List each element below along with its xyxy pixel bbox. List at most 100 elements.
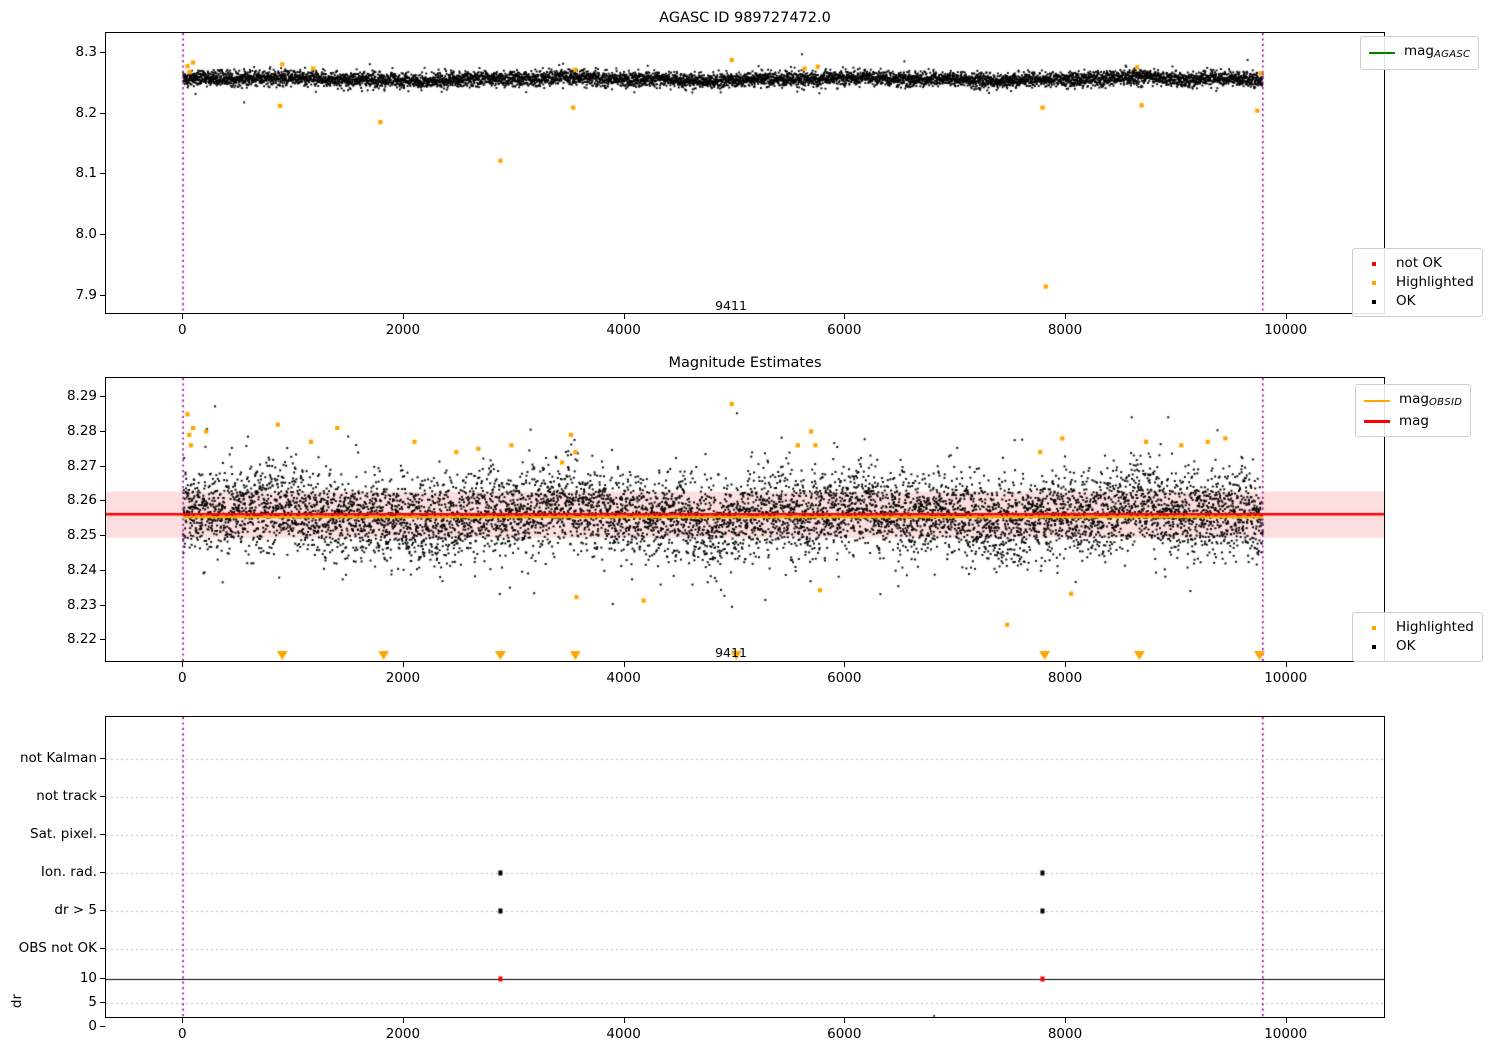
legend-row-not-ok: not OK xyxy=(1361,254,1474,273)
legend-label-highlighted-2: Highlighted xyxy=(1396,619,1474,635)
xtick-mark xyxy=(182,1018,184,1023)
legend-row-mag: mag xyxy=(1364,412,1462,431)
panel2-axes xyxy=(105,377,1385,662)
ytick-mark xyxy=(100,948,105,949)
ytick-mark xyxy=(100,465,105,467)
legend-label-mag-agasc: magAGASC xyxy=(1404,43,1471,60)
panel3-flag-label: dr > 5 xyxy=(54,902,97,918)
ytick-mark xyxy=(100,872,105,873)
legend-label-not-ok: not OK xyxy=(1396,255,1442,271)
highlighted-dot-icon xyxy=(1361,280,1387,285)
ytick-label: 8.26 xyxy=(66,492,97,509)
ytick-mark xyxy=(100,430,105,432)
xtick-mark xyxy=(1285,314,1287,319)
mag-line-icon xyxy=(1364,420,1390,423)
ytick-mark xyxy=(100,639,105,641)
panel2-legend-top: magOBSID mag xyxy=(1355,384,1472,437)
panel1-title: AGASC ID 989727472.0 xyxy=(659,10,831,26)
xtick-label: 8000 xyxy=(1047,670,1083,686)
ytick-label: 8.0 xyxy=(75,225,97,242)
legend-label-mag-obsid: magOBSID xyxy=(1399,391,1463,408)
legend-label-ok: OK xyxy=(1396,293,1416,309)
ytick-label: 8.29 xyxy=(66,388,97,405)
xtick-label: 10000 xyxy=(1264,1026,1308,1042)
xtick-label: 4000 xyxy=(606,322,641,338)
legend-label-mag: mag xyxy=(1399,413,1429,429)
panel3-dr-tick-label: 5 xyxy=(88,994,97,1010)
ytick-mark xyxy=(100,294,105,296)
xtick-label: 0 xyxy=(177,670,187,686)
xtick-mark xyxy=(402,1018,404,1023)
ytick-mark xyxy=(100,396,105,398)
panel1-legend-bottom: not OK Highlighted OK xyxy=(1352,248,1483,317)
panel3-flag-label: Sat. pixel. xyxy=(30,826,97,842)
xtick-mark xyxy=(182,314,184,319)
mag-agasc-line-icon xyxy=(1369,51,1395,55)
not-ok-dot-icon xyxy=(1361,261,1387,266)
panel2-obsid-label: 9411 xyxy=(715,645,747,660)
xtick-label: 2000 xyxy=(385,1026,421,1042)
xtick-mark xyxy=(1065,662,1066,667)
ytick-mark xyxy=(100,796,105,797)
ytick-mark xyxy=(100,758,105,759)
xtick-label: 10000 xyxy=(1264,670,1308,686)
xtick-label: 0 xyxy=(177,1026,187,1042)
xtick-mark xyxy=(844,662,846,667)
panel1-obsid-label: 9411 xyxy=(715,298,747,313)
xtick-label: 4000 xyxy=(606,670,641,686)
legend-row-highlighted: Highlighted xyxy=(1361,273,1474,292)
xtick-label: 8000 xyxy=(1047,322,1083,338)
ytick-label: 8.25 xyxy=(66,527,97,544)
xtick-label: 6000 xyxy=(827,1026,862,1042)
panel3-flag-label: not track xyxy=(36,788,97,804)
xtick-mark xyxy=(1065,1018,1066,1023)
ytick-mark xyxy=(100,910,105,911)
ytick-mark xyxy=(100,112,105,114)
panel2-legend-bottom: Highlighted OK xyxy=(1352,612,1483,662)
legend-row-highlighted-2: Highlighted xyxy=(1361,618,1474,637)
xtick-mark xyxy=(623,314,625,319)
xtick-mark xyxy=(1285,1018,1287,1023)
highlighted-dot-icon xyxy=(1361,625,1387,630)
ytick-label: 8.24 xyxy=(66,561,97,578)
legend-row-mag-obsid: magOBSID xyxy=(1364,390,1462,412)
ytick-label: 8.28 xyxy=(66,422,97,439)
ytick-mark xyxy=(100,1002,105,1003)
legend-label-highlighted: Highlighted xyxy=(1396,274,1474,290)
ytick-label: 8.2 xyxy=(75,104,97,121)
ytick-mark xyxy=(100,569,105,571)
xtick-mark xyxy=(623,1018,625,1023)
xtick-label: 0 xyxy=(177,322,187,338)
ytick-label: 8.22 xyxy=(66,631,97,648)
legend-label-ok-2: OK xyxy=(1396,638,1416,654)
panel3-dr-tick-label: 10 xyxy=(79,970,97,986)
xtick-mark xyxy=(1065,314,1066,319)
xtick-mark xyxy=(402,662,404,667)
xtick-label: 6000 xyxy=(827,670,862,686)
ytick-label: 8.27 xyxy=(66,457,97,474)
xtick-label: 2000 xyxy=(385,670,421,686)
panel3-dr-tick-label: 0 xyxy=(88,1018,97,1034)
xtick-mark xyxy=(182,662,184,667)
xtick-mark xyxy=(844,1018,846,1023)
ok-dot-icon xyxy=(1361,299,1387,304)
legend-row-mag-agasc: magAGASC xyxy=(1369,42,1470,64)
xtick-mark xyxy=(623,662,625,667)
xtick-mark xyxy=(844,314,846,319)
ytick-mark xyxy=(100,173,105,175)
panel1-axes xyxy=(105,32,1385,314)
xtick-label: 8000 xyxy=(1047,1026,1083,1042)
legend-row-ok-2: OK xyxy=(1361,637,1474,656)
panel3-flag-label: Ion. rad. xyxy=(40,864,97,880)
legend-row-ok: OK xyxy=(1361,292,1474,311)
ytick-mark xyxy=(100,604,105,606)
xtick-label: 10000 xyxy=(1264,322,1308,338)
panel3-axes xyxy=(105,716,1385,1018)
ytick-label: 8.23 xyxy=(66,596,97,613)
ytick-mark xyxy=(100,52,105,53)
ytick-mark xyxy=(100,233,105,235)
ytick-mark xyxy=(100,978,105,979)
panel1-legend-top: magAGASC xyxy=(1360,36,1480,70)
xtick-label: 6000 xyxy=(827,322,862,338)
